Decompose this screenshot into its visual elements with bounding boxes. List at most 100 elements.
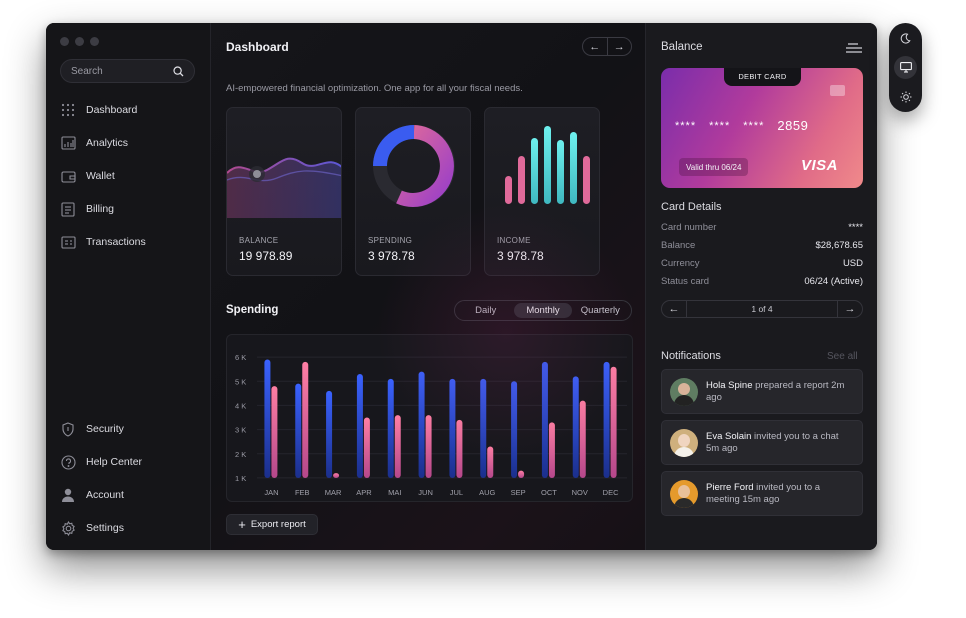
sidebar-item-help-center[interactable]: Help Center	[60, 452, 200, 472]
notification-sender: Hola Spine	[706, 379, 753, 391]
card-chip-icon	[830, 85, 845, 96]
sidebar-item-label: Transactions	[86, 236, 146, 248]
sidebar-item-label: Wallet	[86, 170, 115, 182]
balance-label: BALANCE	[239, 236, 279, 245]
sidebar-item-wallet[interactable]: Wallet	[60, 166, 200, 186]
bar-series-1[interactable]	[387, 378, 394, 478]
x-tick-label: SEP	[511, 488, 526, 497]
bar-series-1[interactable]	[541, 361, 548, 478]
income-card[interactable]: INCOME 3 978.78	[484, 107, 600, 276]
donut-chart-graphic	[373, 125, 455, 207]
y-tick-label: 5 K	[235, 377, 246, 386]
minimize-window-button[interactable]	[75, 37, 84, 46]
x-tick-label: APR	[356, 488, 372, 497]
theme-switcher	[889, 23, 922, 112]
detail-key: Balance	[661, 240, 696, 251]
balance-panel: Balance DEBIT CARD **** **** **** 2859 V…	[645, 23, 877, 550]
user-icon	[60, 487, 76, 503]
notification-item[interactable]: Hola Spine prepared a report 2m ago	[661, 369, 863, 414]
bar-series-2[interactable]	[487, 446, 494, 479]
bar-series-2[interactable]	[518, 470, 525, 478]
notification-message: prepared a report 2m ago	[706, 379, 845, 403]
debit-card[interactable]: DEBIT CARD **** **** **** 2859 Valid thr…	[661, 68, 863, 188]
detail-key: Currency	[661, 258, 700, 269]
search-icon	[173, 65, 184, 76]
bar-series-2[interactable]	[394, 415, 401, 478]
card-mask: ****	[709, 119, 731, 132]
next-card-arrow-icon[interactable]: →	[844, 303, 856, 315]
notification-item[interactable]: Pierre Ford invited you to a meeting 15m…	[661, 471, 863, 516]
bar-series-2[interactable]	[548, 422, 555, 478]
income-bars-graphic	[505, 126, 590, 204]
y-tick-label: 4 K	[235, 401, 246, 410]
forward-arrow-icon[interactable]: →	[613, 40, 625, 53]
avatar	[670, 377, 698, 406]
bar-series-1[interactable]	[603, 361, 610, 478]
sidebar-item-dashboard[interactable]: Dashboard	[60, 100, 200, 120]
visa-logo: VISA	[801, 157, 839, 174]
sidebar-item-security[interactable]: Security	[60, 419, 200, 439]
billing-icon	[60, 201, 76, 217]
period-quarterly-tab[interactable]: Quarterly	[580, 305, 620, 316]
sidebar-item-analytics[interactable]: Analytics	[60, 133, 200, 153]
export-report-button[interactable]: + Export report	[226, 514, 318, 535]
sidebar-item-account[interactable]: Account	[60, 485, 200, 505]
bar-chart-icon	[60, 135, 76, 151]
x-tick-label: JUN	[418, 488, 433, 497]
bar-series-2[interactable]	[579, 400, 586, 478]
sidebar-item-settings[interactable]: Settings	[60, 518, 200, 538]
bar-series-1[interactable]	[326, 390, 333, 478]
bar-series-1[interactable]	[511, 381, 518, 478]
history-navigation: ← →	[582, 37, 632, 56]
transactions-icon	[60, 234, 76, 250]
card-valid-thru: Valid thru 06/24	[679, 158, 749, 176]
bar-series-1[interactable]	[418, 371, 425, 478]
sidebar-item-label: Billing	[86, 203, 115, 215]
period-daily-tab[interactable]: Daily	[475, 305, 497, 316]
detail-value: ****	[848, 222, 863, 233]
main-content: Dashboard ← → AI-empowered financial opt…	[212, 23, 644, 550]
bar-series-1[interactable]	[480, 378, 487, 478]
sidebar-item-transactions[interactable]: Transactions	[60, 232, 200, 252]
bar-series-2[interactable]	[333, 473, 340, 478]
y-tick-label: 3 K	[235, 426, 246, 435]
prev-card-arrow-icon[interactable]: ←	[668, 303, 680, 315]
bar-series-1[interactable]	[264, 359, 271, 479]
x-tick-label: MAR	[325, 488, 342, 497]
notification-text: Hola Spine prepared a report 2m ago	[706, 380, 854, 404]
see-all-link[interactable]: See all	[827, 351, 858, 362]
bar-series-2[interactable]	[271, 386, 278, 478]
bar-series-2[interactable]	[302, 361, 309, 478]
sidebar-item-billing[interactable]: Billing	[60, 199, 200, 219]
light-mode-toggle[interactable]	[894, 85, 917, 108]
period-monthly-tab[interactable]: Monthly	[514, 303, 572, 318]
income-label: INCOME	[497, 236, 531, 245]
card-details-title: Card Details	[661, 201, 722, 213]
balance-panel-title: Balance	[661, 41, 703, 53]
back-arrow-icon[interactable]: ←	[583, 38, 608, 55]
system-mode-toggle[interactable]	[894, 56, 917, 79]
bar-series-1[interactable]	[572, 376, 579, 478]
bar-series-2[interactable]	[610, 366, 617, 478]
spending-value: 3 978.78	[368, 249, 415, 263]
bar-series-1[interactable]	[295, 383, 302, 478]
x-tick-label: MAI	[388, 488, 401, 497]
balance-card[interactable]: BALANCE 19 978.89	[226, 107, 342, 276]
detail-key: Card number	[661, 222, 717, 233]
menu-icon[interactable]	[846, 42, 862, 54]
bar-series-1[interactable]	[356, 374, 363, 478]
bar-series-2[interactable]	[425, 415, 432, 478]
spending-card[interactable]: SPENDING 3 978.78	[355, 107, 471, 276]
spending-label: SPENDING	[368, 236, 413, 245]
notification-text: Eva Solain invited you to a chat 5m ago	[706, 431, 854, 455]
x-tick-label: JUL	[450, 488, 463, 497]
notification-item[interactable]: Eva Solain invited you to a chat 5m ago	[661, 420, 863, 465]
card-type-tab: DEBIT CARD	[724, 68, 801, 86]
zoom-window-button[interactable]	[90, 37, 99, 46]
dark-mode-toggle[interactable]	[894, 27, 917, 50]
close-window-button[interactable]	[60, 37, 69, 46]
bar-series-2[interactable]	[363, 417, 370, 479]
bar-series-2[interactable]	[456, 419, 463, 478]
search-input[interactable]: Search	[60, 59, 195, 83]
bar-series-1[interactable]	[449, 378, 456, 478]
